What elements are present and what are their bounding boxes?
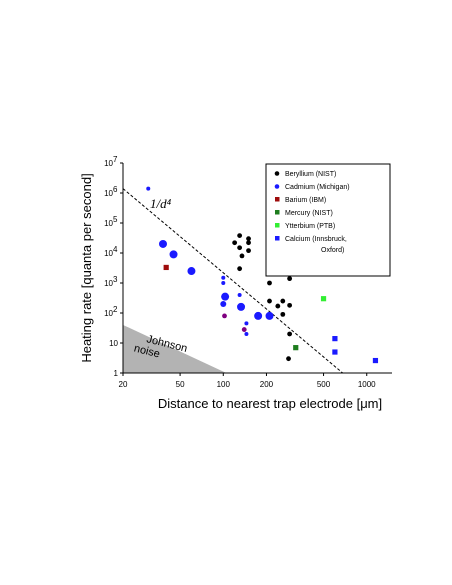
data-point-series-1 [221, 292, 230, 301]
data-point-series-0 [280, 311, 286, 317]
legend-box [265, 163, 391, 277]
data-point-series-0 [267, 298, 272, 304]
y-tick-label: 10 [104, 249, 113, 258]
legend-label: Beryllium (NIST) [285, 171, 336, 178]
data-point-series-0 [237, 233, 243, 239]
y-tick-exponent: 7 [113, 155, 118, 164]
data-point-series-1 [237, 302, 246, 311]
data-point-series-1 [220, 300, 227, 307]
legend-label: Mercury (NIST) [285, 210, 333, 217]
y-axis-label: Heating rate [quanta per second] [79, 173, 94, 362]
x-tick-label: 200 [260, 380, 274, 389]
legend-label: Cadmium (Michigan) [285, 184, 350, 191]
legend-marker [274, 171, 280, 176]
data-point-series-0 [275, 303, 281, 309]
data-point-series-2 [163, 264, 169, 271]
legend-label-line: Barium (IBM) [285, 197, 326, 204]
data-point-series-1 [254, 311, 263, 320]
data-point-series-1 [244, 321, 249, 326]
data-points-layer [146, 186, 379, 364]
legend: Beryllium (NIST) Cadmium (Michigan) Barium… [265, 163, 391, 277]
y-tick-label: 1 [114, 369, 119, 378]
data-point-series-5 [372, 357, 379, 364]
x-axis-label: Distance to nearest trap electrode [μm] [158, 396, 382, 411]
data-point-series-5 [332, 349, 338, 355]
legend-label-line: Calcium (Innsbruck, [285, 236, 347, 243]
y-tick-exponent: 6 [113, 185, 118, 194]
data-point-series-0 [246, 236, 251, 242]
legend-label: Ytterbium (PTB) [285, 223, 335, 230]
y-tick-exponent: 3 [113, 275, 118, 284]
y-tick-label: 10 [109, 339, 118, 348]
data-point-series-0 [246, 240, 251, 246]
data-point-series-1 [169, 250, 178, 259]
x-tick-label: 1000 [358, 380, 376, 389]
y-tick-exponent: 2 [113, 305, 118, 314]
data-point-series-0 [237, 245, 243, 251]
x-tick-label: 100 [217, 380, 231, 389]
legend-label: Barium (IBM) [285, 197, 326, 204]
legend-label-line: Ytterbium (PTB) [285, 223, 335, 230]
data-point-series-6 [241, 327, 247, 332]
data-point-series-1 [221, 275, 226, 280]
trend-line-label: 1/d⁴ [150, 196, 172, 211]
johnson-noise-region [123, 324, 227, 373]
data-point-series-5 [332, 336, 338, 342]
data-point-series-1 [244, 331, 249, 336]
data-point-series-0 [287, 331, 293, 337]
johnson-noise-region-layer [123, 324, 227, 373]
legend-marker [275, 236, 280, 241]
data-point-series-0 [239, 253, 245, 259]
x-tick-label: 20 [119, 380, 128, 389]
legend-marker [275, 197, 280, 202]
data-point-series-0 [287, 276, 293, 282]
data-point-series-1 [146, 186, 151, 191]
legend-marker [275, 223, 280, 228]
data-point-series-0 [237, 266, 243, 272]
y-tick-label: 10 [104, 309, 113, 318]
data-point-series-6 [222, 313, 227, 319]
legend-marker [275, 210, 280, 215]
y-tick-label: 10 [104, 189, 113, 198]
data-point-series-0 [286, 356, 291, 362]
legend-label: Calcium (Innsbruck, Oxford) [285, 236, 347, 254]
y-tick-exponent: 5 [113, 215, 118, 224]
data-point-series-1 [265, 311, 274, 320]
data-point-series-1 [187, 267, 196, 276]
legend-label-line: Beryllium (NIST) [285, 171, 336, 178]
y-tick-label: 10 [104, 279, 113, 288]
legend-label-line: Mercury (NIST) [285, 210, 333, 217]
axes-layer [122, 163, 392, 374]
legend-label-line: Cadmium (Michigan) [285, 184, 350, 191]
trend-line [123, 188, 344, 373]
x-tick-label: 50 [176, 380, 185, 389]
y-tick-label: 10 [104, 159, 113, 168]
y-tick-exponent: 4 [113, 245, 118, 254]
data-point-series-4 [320, 296, 327, 302]
trend-line-layer [123, 188, 344, 373]
data-point-series-0 [232, 240, 238, 246]
data-point-series-1 [158, 239, 167, 248]
x-tick-label: 500 [317, 380, 331, 389]
data-point-series-1 [237, 292, 242, 297]
data-point-series-0 [280, 298, 286, 304]
data-point-series-0 [287, 302, 293, 308]
data-point-series-0 [246, 248, 251, 254]
legend-label-line: Oxford) [321, 247, 344, 254]
data-point-series-0 [267, 280, 272, 286]
data-point-series-1 [221, 281, 226, 285]
legend-marker [274, 184, 280, 189]
data-point-series-3 [293, 345, 299, 351]
y-tick-label: 10 [104, 219, 113, 228]
